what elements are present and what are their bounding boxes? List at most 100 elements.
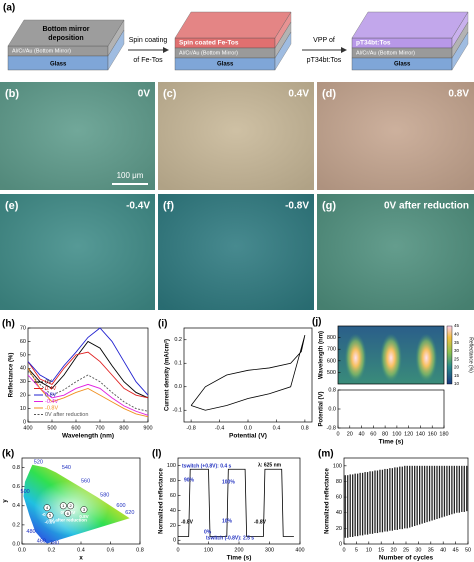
point-name: 0V after reduction: [49, 518, 88, 523]
panel-label: (m): [318, 449, 334, 460]
x-tick-label: 180: [439, 431, 448, 437]
y-axis-label: Reflectance (%): [9, 353, 15, 398]
point: [43, 504, 51, 512]
legend-label: 0.4V: [45, 386, 57, 392]
x-tick-label: 0.0: [18, 547, 26, 553]
x-tick-label: 400: [295, 547, 304, 553]
x-tick-label: 0: [176, 547, 179, 553]
micrograph-shade: [158, 82, 314, 190]
plot-frame: [337, 325, 445, 385]
y-tick-label: 0.4: [12, 503, 20, 509]
y-tick-label: 0.8: [328, 387, 336, 393]
y-tick-label: 10: [20, 406, 26, 412]
wavelength-label: 500: [21, 489, 30, 495]
legend-label: -0.4V: [45, 399, 58, 405]
x-tick-label: 700: [95, 425, 104, 431]
x-tick-label: 600: [71, 425, 80, 431]
y-tick-label: 20: [170, 523, 176, 529]
x-tick-label: 15: [378, 547, 384, 553]
x-tick-label: 100: [392, 431, 401, 437]
point: [64, 509, 72, 517]
heatmap-peak: [344, 333, 367, 383]
x-tick-label: 10: [366, 547, 372, 553]
y-tick-label: 70: [20, 325, 26, 331]
x-tick-label: 400: [23, 425, 32, 431]
colorbar: [446, 325, 453, 385]
legend-label: -0.8V: [45, 405, 58, 411]
annotation: λ: 625 nm: [258, 462, 282, 468]
x-tick-label: 120: [404, 431, 413, 437]
layer-text: Al/Cr/Au (Bottom Mirror): [179, 50, 238, 56]
y-axis-label: y: [3, 499, 9, 503]
y-tick-label: 600: [327, 358, 336, 364]
series-line: [27, 327, 149, 396]
heatmap-peak: [415, 333, 438, 383]
stack-text: deposition: [48, 35, 83, 42]
x-tick-label: 800: [119, 425, 128, 431]
point-number: 2: [70, 503, 73, 508]
x-tick-label: 20: [391, 547, 397, 553]
annotation: 10%: [222, 518, 233, 524]
x-tick-label: 5: [355, 547, 358, 553]
y-tick-label: 0: [23, 419, 26, 425]
y-tick-label: 500: [327, 370, 336, 376]
arrow-text: of Fe-Tos: [133, 57, 163, 64]
y-axis-label: Wavelength (nm): [319, 331, 325, 379]
panel-label: (b): [5, 88, 19, 100]
layer-text: Glass: [217, 62, 234, 68]
x-axis-label: Wavelength (nm): [62, 433, 114, 440]
x-tick-label: 0: [342, 547, 345, 553]
series-line: [27, 351, 149, 399]
x-tick-label: 20: [347, 431, 353, 437]
y-tick-label: 30: [20, 379, 26, 385]
colorbar-tick-label: 10: [454, 381, 460, 386]
x-tick-label: -0.4: [215, 425, 224, 431]
colorbar-label: Reflectance (%): [468, 337, 474, 373]
y-tick-label: 60: [170, 493, 176, 499]
y-tick-label: 0.8: [12, 465, 20, 471]
voltage-label: 0.4V: [288, 89, 309, 100]
x-tick-label: 80: [382, 431, 388, 437]
colorbar-tick-label: 20: [454, 365, 460, 370]
x-tick-label: 0.2: [48, 547, 56, 553]
wavelength-label: 620: [125, 510, 134, 516]
y-tick-label: 0.2: [12, 522, 20, 528]
point-number: 4: [46, 505, 49, 510]
annotation: tswitch (+0.8V): 0.4 s: [182, 463, 232, 469]
y-tick-label: 20: [336, 526, 342, 532]
x-tick-label: 0.8: [301, 425, 309, 431]
panel-label: (d): [322, 88, 336, 100]
x-tick-label: 40: [358, 431, 364, 437]
colorbar-tick-label: 35: [454, 340, 460, 345]
wavelength-label: 480: [26, 529, 35, 535]
micrograph-shade: [317, 194, 474, 310]
x-tick-label: 60: [370, 431, 376, 437]
layer-text: Al/Cr/Au (Bottom Mirror): [12, 48, 71, 54]
panel-label: (f): [163, 200, 174, 212]
panel-label: (e): [5, 200, 19, 212]
panel-label: (a): [3, 3, 15, 14]
y-tick-label: 100: [333, 463, 342, 469]
arrow-text: pT34bt:Tos: [307, 57, 342, 64]
layer-text: Al/Cr/Au (Bottom Mirror): [356, 50, 415, 56]
y-tick-label: 0.0: [174, 384, 182, 390]
panel-label: (g): [322, 200, 336, 212]
x-tick-label: 140: [416, 431, 425, 437]
annotation: 90%: [184, 477, 195, 483]
voltage-label: -0.4V: [126, 201, 150, 212]
y-tick-label: -0.8: [327, 425, 336, 431]
point-name: 0V: [61, 510, 67, 515]
point-name: 0.8V: [79, 514, 88, 519]
x-axis-label: Time (s): [379, 439, 404, 446]
voltage-label: 0.8V: [448, 89, 469, 100]
wavelength-label: 560: [81, 478, 90, 484]
x-tick-label: 50: [465, 547, 471, 553]
legend-label: 0.8V: [45, 392, 57, 398]
panel-label: (i): [158, 319, 167, 330]
panel-label: (c): [163, 88, 177, 100]
legend-label: 0V after reduction: [45, 412, 88, 418]
y-tick-label: 40: [170, 508, 176, 514]
voltage-label: 0V: [138, 89, 151, 100]
